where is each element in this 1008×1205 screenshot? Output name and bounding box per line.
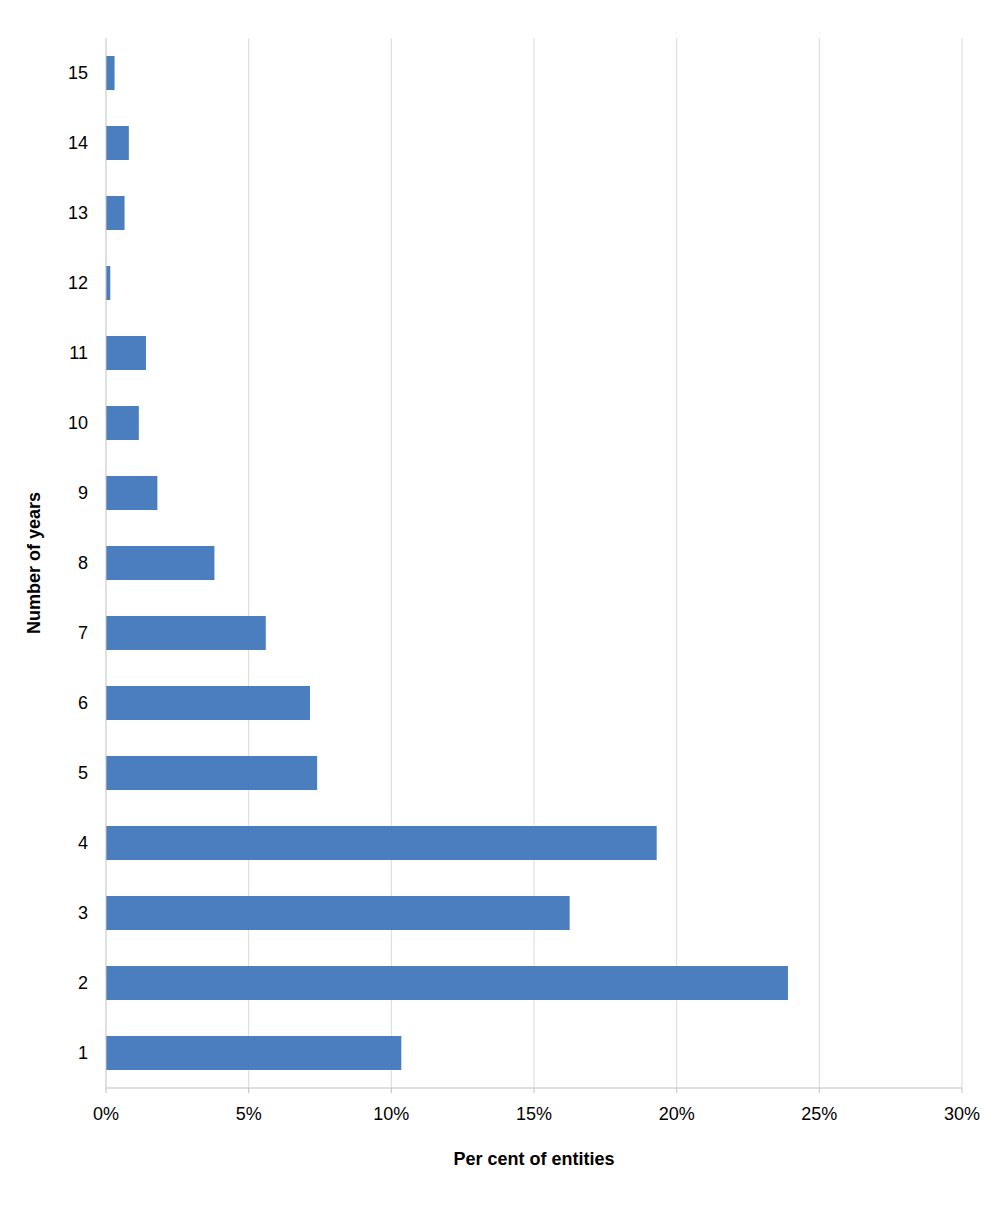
x-axis-title: Per cent of entities (453, 1149, 614, 1169)
bar (106, 336, 146, 370)
bar (106, 756, 317, 790)
bar (106, 826, 657, 860)
category-label: 12 (68, 273, 88, 293)
bars (106, 56, 788, 1070)
tick-label: 5% (236, 1104, 262, 1124)
category-label: 3 (78, 903, 88, 923)
tick-mark (248, 1088, 249, 1093)
tick-label: 15% (516, 1104, 552, 1124)
bar (106, 896, 570, 930)
tick-label: 25% (801, 1104, 837, 1124)
bar (106, 1036, 401, 1070)
bar (106, 196, 125, 230)
bar (106, 966, 788, 1000)
bar (106, 56, 115, 90)
tick-label: 30% (944, 1104, 980, 1124)
category-label: 9 (78, 483, 88, 503)
grid-line (962, 38, 963, 1088)
grid-line (248, 38, 249, 1088)
grid-line (676, 38, 677, 1088)
y-axis-title: Number of years (24, 492, 44, 634)
tick-label: 20% (659, 1104, 695, 1124)
tick-mark (391, 1088, 392, 1093)
category-label: 6 (78, 693, 88, 713)
category-label: 4 (78, 833, 88, 853)
tick-mark (819, 1088, 820, 1093)
bar (106, 686, 310, 720)
tick-mark (962, 1088, 963, 1093)
tick-label: 10% (373, 1104, 409, 1124)
tick-label: 0% (93, 1104, 119, 1124)
bar (106, 266, 110, 300)
bar (106, 406, 139, 440)
grid-line (819, 38, 820, 1088)
bar (106, 126, 129, 160)
category-label: 1 (78, 1043, 88, 1063)
bar (106, 476, 157, 510)
bar (106, 616, 266, 650)
category-label: 2 (78, 973, 88, 993)
category-label: 5 (78, 763, 88, 783)
category-label: 8 (78, 553, 88, 573)
grid-line (391, 38, 392, 1088)
tick-mark (106, 1088, 107, 1093)
category-label: 13 (68, 203, 88, 223)
category-label: 7 (78, 623, 88, 643)
category-label: 11 (69, 343, 88, 363)
y-axis-line (106, 38, 107, 1088)
grid-line (534, 38, 535, 1088)
category-label: 10 (68, 413, 88, 433)
bar (106, 546, 214, 580)
category-label: 14 (68, 133, 88, 153)
tick-mark (676, 1088, 677, 1093)
tick-mark (534, 1088, 535, 1093)
category-label: 15 (68, 63, 88, 83)
chart: 0%5%10%15%20%25%30%123456789101112131415… (0, 0, 1008, 1205)
